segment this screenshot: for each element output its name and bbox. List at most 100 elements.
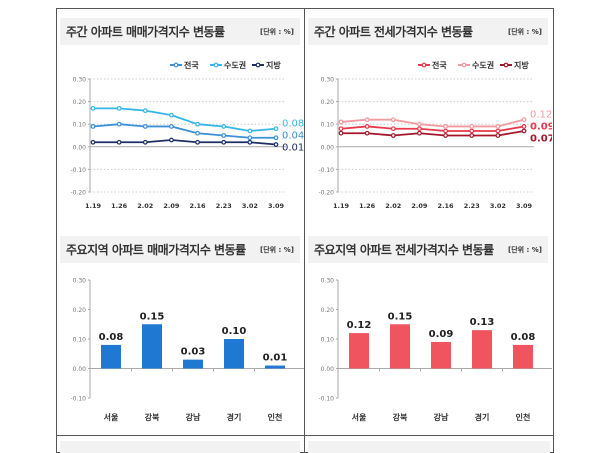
x-tick-label: 강남 [434,412,449,422]
series-line [92,123,276,139]
x-tick-label: 인천 [516,412,531,422]
data-point [169,112,174,118]
data-point [90,105,96,111]
data-label: 0.08 [99,332,124,343]
data-point [469,124,475,129]
y-tick-label: 0.20 [73,99,87,106]
legend-marker [255,62,261,68]
y-tick-label: 0.10 [73,122,87,129]
next-panel-header [60,441,300,453]
data-point [338,126,344,132]
data-point [443,128,448,134]
data-point [417,121,422,127]
data-point [221,124,227,129]
x-tick-label: 1.26 [111,202,128,210]
data-point [521,128,527,134]
end-value-label: 0.07 [530,134,552,145]
data-point [247,128,253,134]
x-tick-label: 3.09 [516,202,533,210]
legend-marker [461,62,467,68]
y-tick-label: 0.00 [321,366,335,373]
data-point [116,105,122,111]
legend-marker [503,62,509,68]
legend-marker [421,62,427,68]
x-tick-label: 2.23 [464,202,480,210]
legend-label: 전국 [184,60,199,70]
data-label: 0.13 [470,317,495,328]
data-point [390,126,396,132]
bar [349,333,369,369]
series-line [340,118,525,128]
legend-marker [213,62,219,68]
data-point [521,117,527,123]
x-tick-label: 3.02 [490,202,506,210]
data-point [142,108,148,114]
data-point [417,130,422,136]
y-tick-label: 0.30 [73,278,87,285]
series-line [341,130,525,137]
x-tick-label: 3.02 [242,202,258,210]
chart-panel-weekly-sale: 주간 아파트 매매가격지수 변동률 [단위 : %] 0.30 0.20 0.10 0… [56,8,304,226]
x-tick-label: 1.19 [333,202,350,210]
y-tick-label: 0.20 [321,307,335,314]
chart-header: 주요지역 아파트 매매가격지수 변동률 [단위 : %] [60,236,300,263]
chart-header: 주요지역 아파트 전세가격지수 변동률 [단위 : %] [308,236,548,263]
data-point [195,130,200,136]
y-tick-label: 0.20 [321,99,335,106]
series-line [340,125,525,132]
divider [56,435,554,436]
data-label: 0.15 [388,311,413,322]
data-point [495,133,501,138]
data-label: 0.10 [222,326,247,337]
legend-label: 지방 [514,60,529,70]
x-tick-label: 강북 [393,412,408,422]
legend-label: 수도권 [472,60,494,70]
data-point [390,133,396,138]
x-tick-label: 2.09 [163,202,180,210]
chart-title: 주간 아파트 전세가격지수 변동률 [314,25,473,39]
chart-title: 주간 아파트 매매가격지수 변동률 [66,25,225,39]
y-tick-label: 0.10 [321,122,335,129]
data-point [169,137,174,143]
data-point [495,124,501,129]
data-point [90,139,96,145]
x-tick-label: 2.16 [438,202,455,210]
data-point [364,124,370,129]
chart-unit: [단위 : %] [260,27,294,36]
bar-chart: 0.30 0.20 0.10 0.00 -0.10 0.12 서울 0.15 강북 0.09 강남 0… [318,278,552,422]
bar [183,359,203,369]
x-tick-label: 2.23 [216,202,232,210]
chart-panel-weekly-jeonse: 주간 아파트 전세가격지수 변동률 [단위 : %] 0.30 0.20 0.10 0… [304,8,552,226]
y-tick-label: 0.00 [321,144,335,151]
data-label: 0.08 [511,332,536,343]
data-point [195,139,200,145]
data-point [495,128,501,134]
x-tick-label: 2.09 [411,202,428,210]
x-tick-label: 1.26 [359,202,376,210]
data-point [338,130,344,136]
data-point [443,124,448,129]
y-tick-label: -0.20 [70,190,86,197]
data-label: 0.09 [429,329,454,340]
y-tick-label: -0.20 [318,190,334,197]
y-tick-label: 0.00 [73,144,87,151]
chart-panel-region-jeonse: 주요지역 아파트 전세가격지수 변동률 [단위 : %] 0.30 0.20 0.1… [304,226,552,444]
data-label: 0.15 [140,311,165,322]
bar [265,365,285,369]
y-tick-label: 0.20 [73,307,87,314]
y-tick-label: 0.10 [73,337,87,344]
chart-unit: [단위 : %] [508,27,542,36]
chart-unit: [단위 : %] [260,245,294,254]
y-tick-label: 0.30 [321,77,335,84]
bar [142,324,162,369]
series-line [93,107,277,132]
data-point [469,133,475,138]
x-tick-label: 서울 [352,412,367,422]
bar-chart: 0.30 0.20 0.10 0.00 -0.10 0.08 서울 0.15 강북 0.03 강남 0… [70,278,304,422]
x-tick-label: 2.02 [137,202,153,210]
bar [101,344,121,369]
data-point [116,139,122,145]
next-panel-header [308,441,550,453]
y-tick-label: -0.10 [70,396,86,403]
y-tick-label: -0.10 [318,167,334,174]
